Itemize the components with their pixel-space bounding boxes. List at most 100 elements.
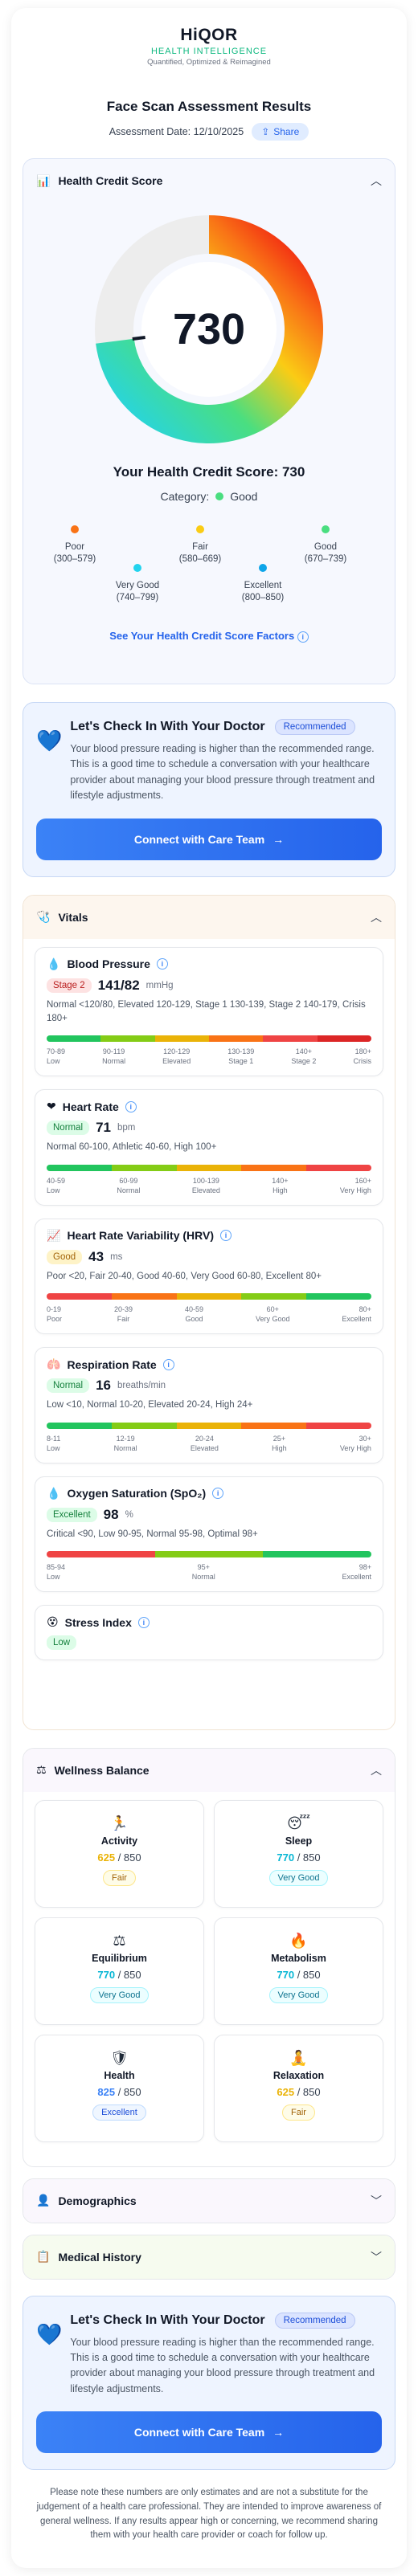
wellness-name: Sleep xyxy=(285,1835,313,1847)
gauge-center xyxy=(141,262,277,397)
vital-range-text: Normal <120/80, Elevated 120-129, Stage … xyxy=(47,999,366,1023)
category-value: Good xyxy=(230,490,258,503)
chevron-down-icon[interactable]: ﹀ xyxy=(371,2250,382,2264)
scale-cell: 95+ Normal xyxy=(191,1563,215,1582)
vitals-header[interactable]: 🩺 Vitals ︿ xyxy=(23,895,395,939)
wellness-icon: 🔥 xyxy=(289,1932,308,1949)
wellness-score: 770 / 850 xyxy=(277,1851,321,1864)
status-badge: Good xyxy=(47,1249,83,1264)
status-badge: Normal xyxy=(47,1378,90,1394)
person-icon: 👤 xyxy=(36,2194,51,2207)
results-page: HiQOR HEALTH INTELLIGENCE Quantified, Op… xyxy=(11,8,407,2568)
legend-name: Very Good xyxy=(115,580,160,590)
range-bar xyxy=(47,1551,371,1558)
wellness-icon: 🛡 xyxy=(110,2049,129,2066)
demographics-header[interactable]: 👤 Demographics ﹀ xyxy=(23,2178,395,2223)
arrow-right-icon: → xyxy=(273,832,285,846)
chevron-up-icon[interactable]: ︿ xyxy=(371,910,382,924)
wellness-item[interactable]: 🛡 Health 825 / 850 Excellent xyxy=(35,2034,204,2142)
range-segment xyxy=(306,1422,371,1429)
info-icon[interactable]: i xyxy=(212,1488,224,1500)
score-factors-link[interactable]: See Your Health Credit Score Factors i xyxy=(23,630,395,643)
status-badge: Normal xyxy=(47,1121,90,1136)
section-title: Vitals xyxy=(58,910,88,924)
score-value: 730 xyxy=(172,305,246,353)
connect-care-team-button[interactable]: Connect with Care Team → xyxy=(36,2411,382,2453)
scale-cell: 100-139 Elevated xyxy=(191,1176,220,1194)
disclaimer-text: Please note these numbers are only estim… xyxy=(36,2488,382,2541)
scale-cell: 160+ Very High xyxy=(339,1176,371,1194)
info-icon[interactable]: i xyxy=(162,1358,174,1370)
range-segment xyxy=(111,1293,177,1300)
wellness-item[interactable]: 🏃 Activity 625 / 850 Fair xyxy=(35,1799,204,1908)
info-icon: i xyxy=(297,631,309,643)
vital-name: Blood Pressure xyxy=(67,957,150,970)
range-bar xyxy=(47,1422,371,1429)
vital-name: Stress Index xyxy=(64,1615,132,1629)
status-badge: Excellent xyxy=(47,1507,97,1522)
range-scale: 40-59 Low 60-99 Normal 100-139 Elevated 140+ Hi… xyxy=(47,1176,371,1195)
scale-cell: 98+ Excellent xyxy=(342,1563,371,1582)
chevron-up-icon[interactable]: ︿ xyxy=(371,174,382,187)
wellness-badge: Very Good xyxy=(268,1869,329,1886)
wellness-name: Relaxation xyxy=(273,2069,325,2081)
connect-care-team-button[interactable]: Connect with Care Team → xyxy=(36,818,382,860)
wellness-item[interactable]: 🧘 Relaxation 625 / 850 Fair xyxy=(214,2034,383,2142)
scale-cell: 180+ Crisis xyxy=(353,1047,371,1066)
wellness-score: 625 / 850 xyxy=(97,1851,141,1864)
scale-cell: 12-19 Normal xyxy=(113,1434,137,1452)
legend-dot xyxy=(196,525,204,533)
vital-card: 🫁 Respiration Rate i Normal 16 breaths/m… xyxy=(35,1347,383,1464)
info-icon[interactable]: i xyxy=(156,958,168,970)
scale-cell: 8-11 Low xyxy=(47,1434,61,1452)
range-segment xyxy=(47,1164,112,1171)
wellness-item[interactable]: ⚖ Equilibrium 770 / 850 Very Good xyxy=(35,1917,204,2025)
vital-card: 📈 Heart Rate Variability (HRV) i Good 43… xyxy=(35,1218,383,1335)
arrow-right-icon: → xyxy=(273,2426,285,2439)
doctor-checkin-title: Let's Check In With Your Doctor xyxy=(70,720,265,733)
range-segment xyxy=(100,1035,155,1042)
chevron-up-icon[interactable]: ︿ xyxy=(371,1763,382,1777)
status-badge: Stage 2 xyxy=(47,978,92,993)
info-icon[interactable]: i xyxy=(125,1100,137,1112)
vital-name: Heart Rate xyxy=(62,1100,119,1113)
scale-cell: 70-89 Low xyxy=(47,1047,66,1066)
range-scale: 70-89 Low 90-119 Normal 120-129 Elevated 130-1… xyxy=(47,1047,371,1066)
wellness-badge: Very Good xyxy=(89,1986,150,2003)
range-bar xyxy=(47,1035,371,1042)
category-dot xyxy=(215,492,224,500)
wellness-badge: Fair xyxy=(103,1869,136,1886)
info-icon[interactable]: i xyxy=(220,1230,232,1242)
clipboard-icon: 📋 xyxy=(36,2250,51,2263)
legend-name: Excellent xyxy=(244,580,282,590)
doctor-checkin-text: Your blood pressure reading is higher th… xyxy=(70,743,375,802)
score-legend: Poor (300–579) Fair (580–669) Good (670–… xyxy=(23,525,395,622)
range-segment xyxy=(241,1164,307,1171)
chevron-down-icon[interactable]: ﹀ xyxy=(371,2194,382,2207)
range-segment xyxy=(176,1293,242,1300)
doctor-checkin-card: 💙 Let's Check In With Your Doctor Recomm… xyxy=(23,702,395,877)
legend-range: (580–669) xyxy=(178,554,222,565)
vital-value: 16 xyxy=(96,1378,111,1394)
wellness-badge: Excellent xyxy=(92,2104,146,2121)
range-segment xyxy=(306,1293,371,1300)
scale-cell: 30+ Very High xyxy=(339,1434,371,1452)
range-segment xyxy=(263,1551,371,1558)
medical-history-header[interactable]: 📋 Medical History ﹀ xyxy=(23,2235,395,2279)
wellness-header[interactable]: ⚖ Wellness Balance ︿ xyxy=(23,1748,395,1792)
scale-cell: 40-59 Good xyxy=(184,1305,203,1324)
vital-name: Respiration Rate xyxy=(67,1357,157,1371)
wellness-item[interactable]: 🔥 Metabolism 770 / 850 Very Good xyxy=(214,1917,383,2025)
gauge-svg xyxy=(95,215,323,443)
legend-item: Very Good (740–799) xyxy=(97,564,178,605)
wellness-badge: Fair xyxy=(282,2104,315,2121)
legend-dot xyxy=(259,564,267,572)
wellness-item[interactable]: 😴 Sleep 770 / 850 Very Good xyxy=(214,1799,383,1908)
wellness-icon: ⚖ xyxy=(113,1932,126,1949)
share-button[interactable]: ⇪ Share xyxy=(252,123,309,141)
wellness-grid: 🏃 Activity 625 / 850 Fair 😴 Sleep 770 / … xyxy=(23,1792,395,2150)
info-icon[interactable]: i xyxy=(137,1616,150,1628)
scale-cell: 140+ High xyxy=(272,1176,289,1194)
health-credit-score-header[interactable]: 📊 Health Credit Score ︿ xyxy=(23,159,395,202)
scale-cell: 40-59 Low xyxy=(47,1176,66,1194)
